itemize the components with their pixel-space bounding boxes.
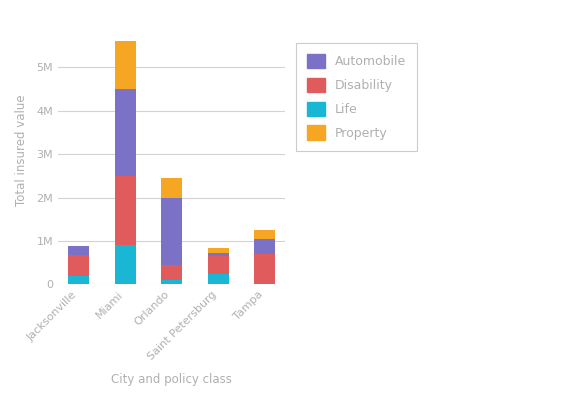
Bar <box>115 245 136 284</box>
Bar <box>254 254 275 284</box>
Bar <box>208 253 229 256</box>
Bar <box>208 273 229 284</box>
Y-axis label: Total insured value: Total insured value <box>15 94 28 206</box>
Bar <box>68 255 89 276</box>
Bar <box>208 256 229 273</box>
Legend: Automobile, Disability, Life, Property: Automobile, Disability, Life, Property <box>296 43 417 151</box>
Bar <box>254 239 275 254</box>
Bar <box>161 265 182 280</box>
Bar <box>115 89 136 176</box>
Bar <box>161 178 182 198</box>
Bar <box>115 176 136 245</box>
Bar <box>208 247 229 253</box>
Bar <box>161 280 182 284</box>
X-axis label: City and policy class: City and policy class <box>111 373 232 386</box>
Bar <box>68 276 89 284</box>
Bar <box>161 198 182 265</box>
Bar <box>254 230 275 239</box>
Bar <box>68 246 89 255</box>
Bar <box>115 41 136 89</box>
